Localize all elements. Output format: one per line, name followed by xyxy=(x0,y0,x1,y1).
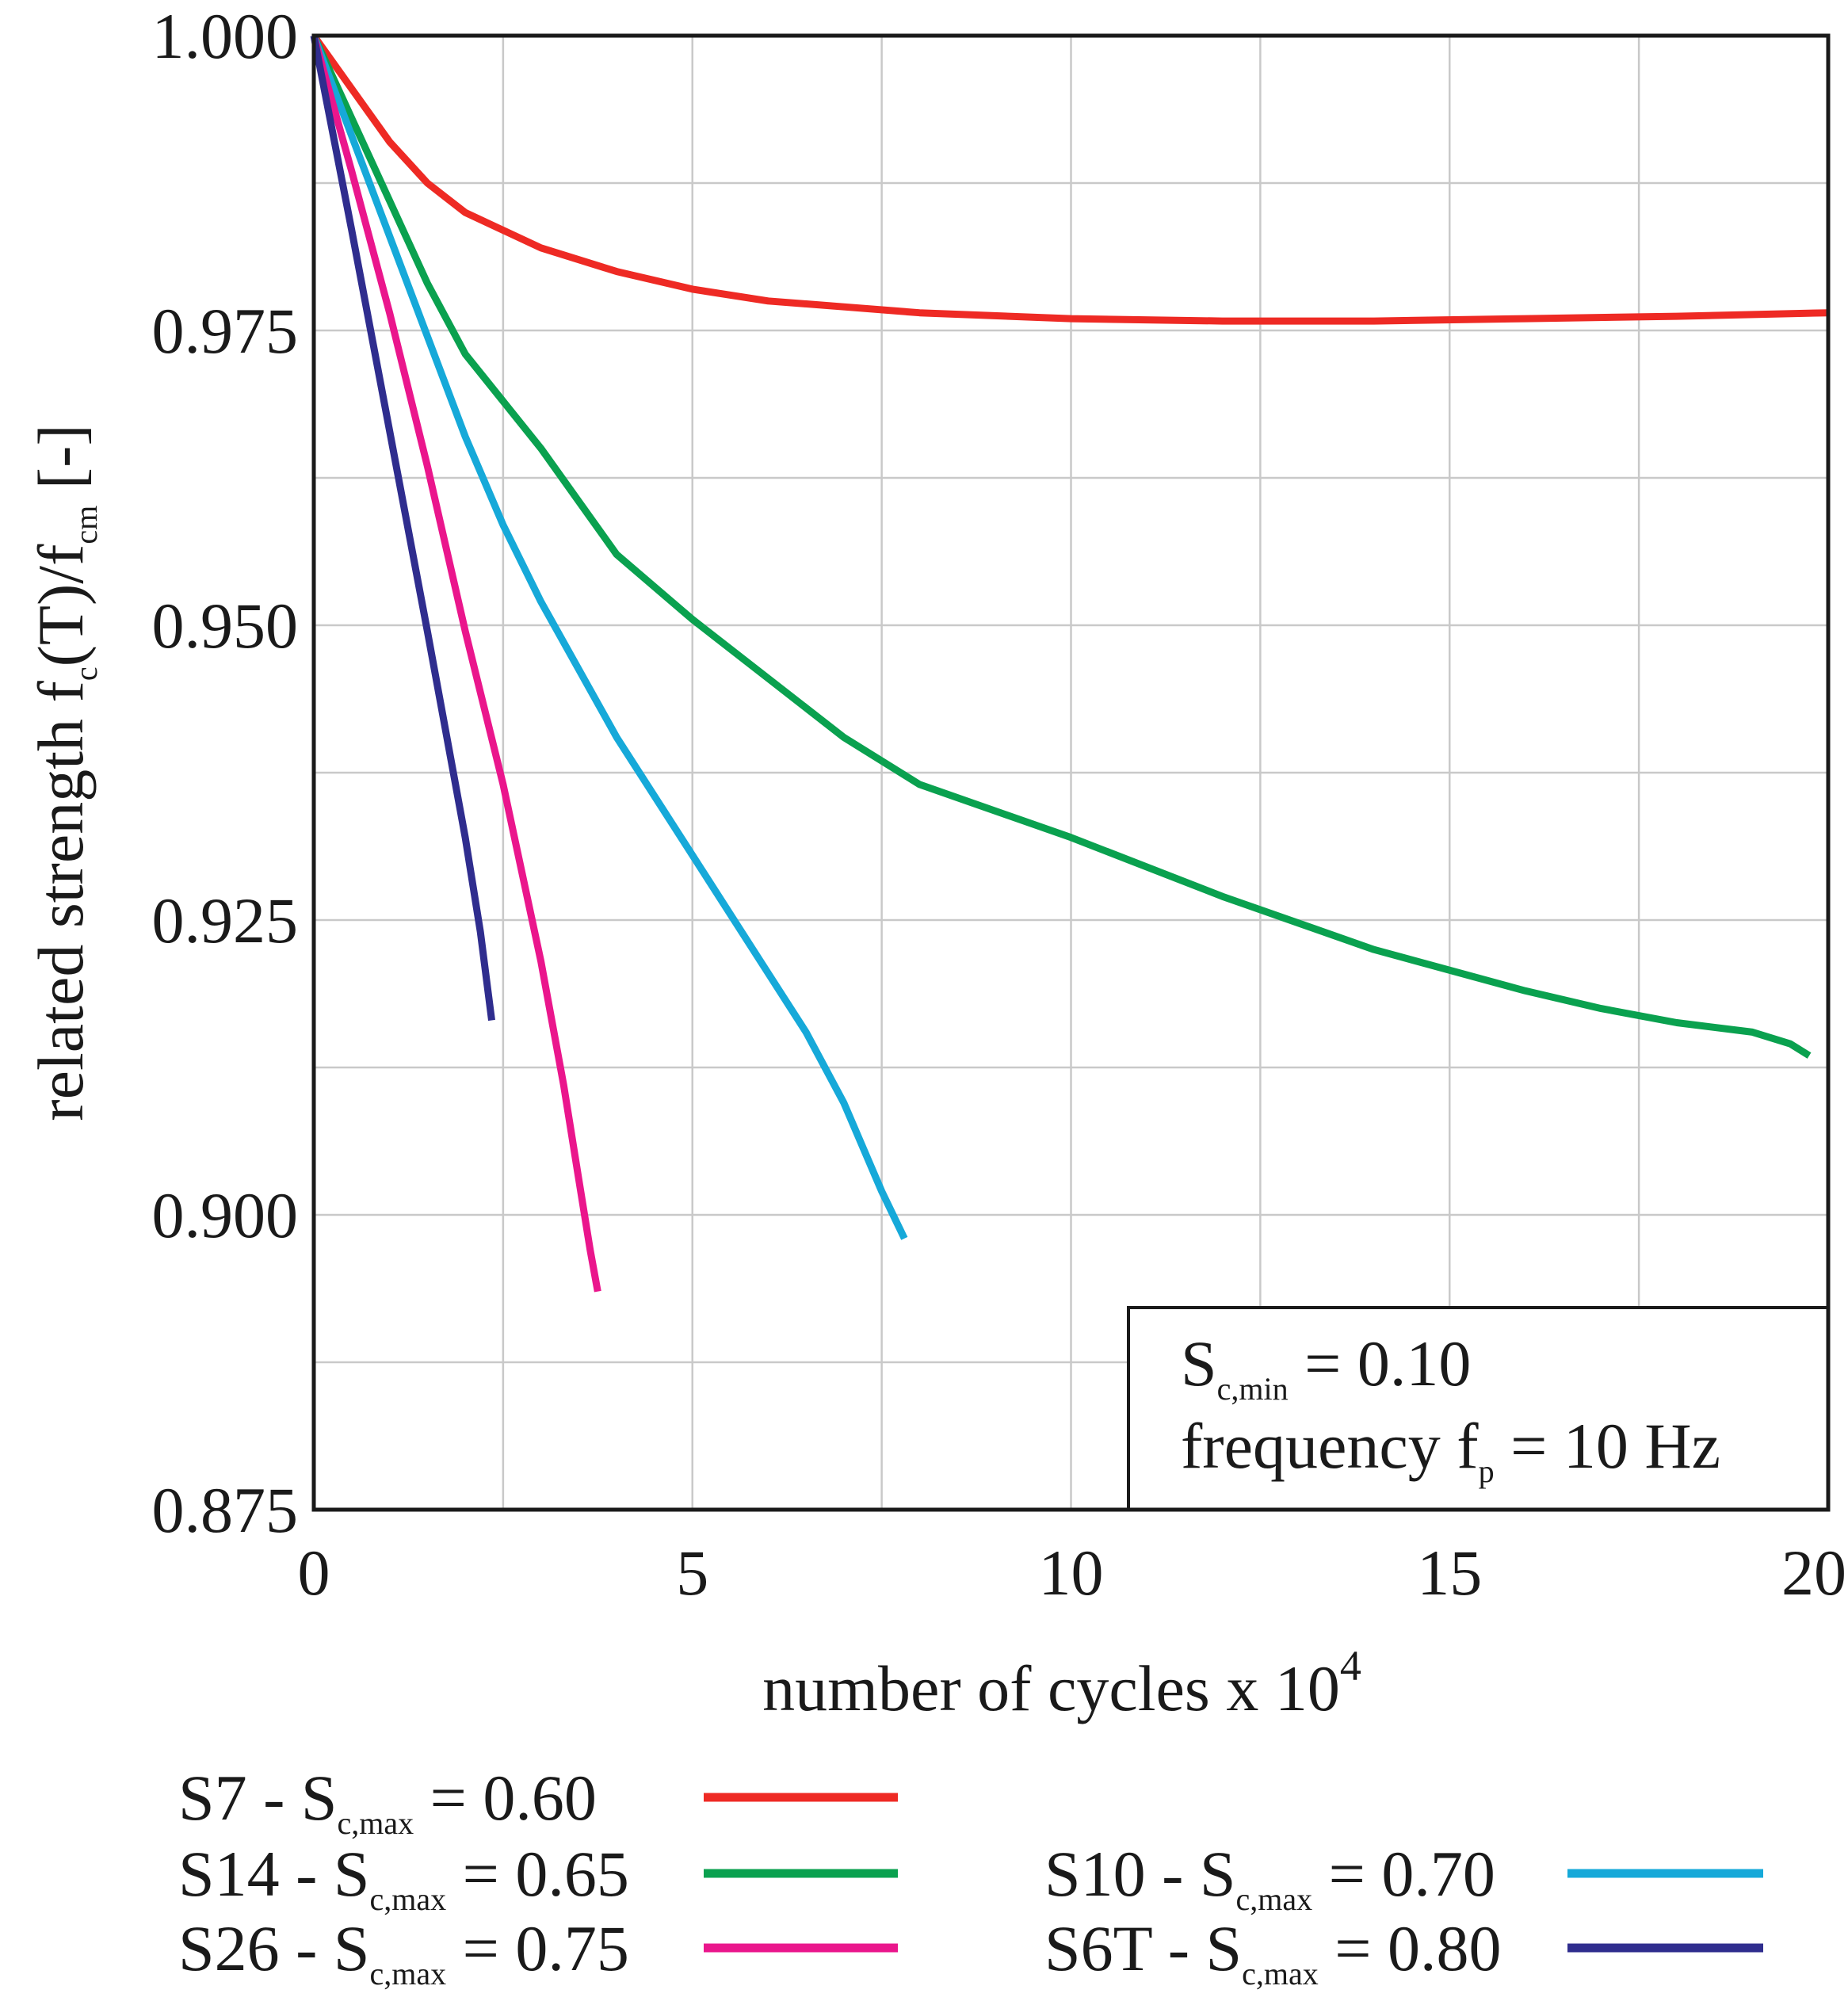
annotation-line-1: Sc,min = 0.10 xyxy=(1181,1327,1471,1407)
annotation-box: Sc,min = 0.10 frequency fp = 10 Hz xyxy=(1127,1306,1830,1511)
x-tick-label: 0 xyxy=(298,1537,330,1609)
y-tick-label: 0.875 xyxy=(152,1474,299,1546)
annotation-line-2: frequency fp = 10 Hz xyxy=(1181,1410,1720,1489)
series-line-S26 xyxy=(310,34,601,1293)
legend-label-S6T: S6T - Sc,max = 0.80 xyxy=(1044,1912,1502,1991)
x-tick-label: 10 xyxy=(1039,1537,1104,1609)
y-tick-label: 0.975 xyxy=(152,295,299,367)
legend-label-S10: S10 - Sc,max = 0.70 xyxy=(1044,1838,1495,1917)
series-lines xyxy=(310,33,1829,1293)
y-tick-label: 0.950 xyxy=(152,590,299,662)
legend-label-S26: S26 - Sc,max = 0.75 xyxy=(178,1912,629,1991)
y-tick-labels: 0.875 0.900 0.925 0.950 0.975 1.000 xyxy=(152,0,299,1546)
series-line-S14 xyxy=(310,34,1812,1059)
plot-frame xyxy=(311,33,1831,1512)
x-tick-label: 20 xyxy=(1781,1537,1846,1609)
y-tick-label: 0.900 xyxy=(152,1179,299,1251)
x-tick-label: 5 xyxy=(676,1537,708,1609)
x-axis-title: number of cycles x 104 xyxy=(762,1642,1361,1724)
series-line-S6T xyxy=(310,35,495,1022)
y-axis-title: related strength fc(T)/fcm [-] xyxy=(25,424,104,1121)
y-tick-label: 1.000 xyxy=(152,0,299,72)
legend-label-S7: S7 - Sc,max = 0.60 xyxy=(178,1762,597,1841)
grid-lines xyxy=(314,36,1828,1510)
x-tick-label: 15 xyxy=(1417,1537,1482,1609)
series-line-S7 xyxy=(311,33,1829,325)
legend-label-S14: S14 - Sc,max = 0.65 xyxy=(178,1838,629,1917)
y-tick-label: 0.925 xyxy=(152,884,299,957)
series-line-S10 xyxy=(310,34,908,1240)
x-tick-labels: 0 5 10 15 20 xyxy=(298,1537,1847,1609)
